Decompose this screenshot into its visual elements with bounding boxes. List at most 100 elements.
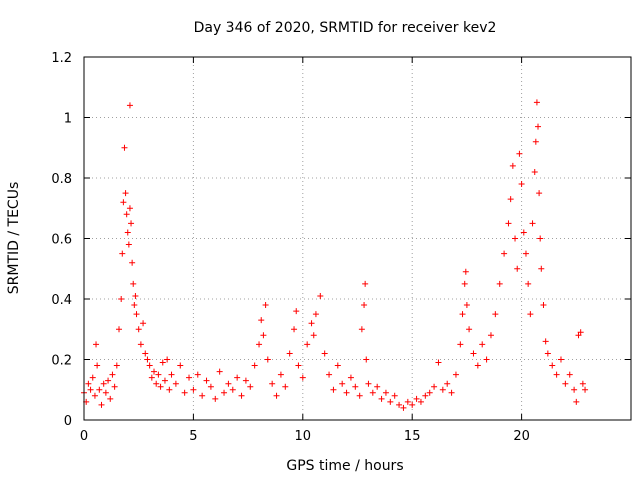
y-tick-label-5: 1	[64, 112, 72, 127]
data-point-88	[321, 350, 328, 357]
x-tick-label-4: 20	[513, 429, 530, 444]
data-point-160	[557, 356, 564, 363]
data-point-126	[463, 302, 470, 309]
data-point-122	[457, 341, 464, 348]
data-point-25	[125, 241, 132, 248]
data-point-98	[361, 302, 368, 309]
data-point-91	[334, 362, 341, 369]
data-point-138	[509, 162, 516, 169]
data-point-62	[225, 380, 232, 387]
data-point-84	[308, 320, 315, 327]
x-tick-label-0: 0	[80, 429, 88, 444]
data-point-11	[102, 389, 109, 396]
data-point-124	[461, 280, 468, 287]
data-point-8	[96, 386, 103, 393]
data-point-140	[514, 265, 521, 272]
data-point-13	[107, 395, 114, 402]
data-point-45	[159, 359, 166, 366]
data-point-86	[312, 311, 319, 318]
data-point-3	[87, 386, 94, 393]
data-point-100	[363, 356, 370, 363]
x-axis-label: GPS time / hours	[286, 458, 403, 474]
data-point-56	[199, 392, 206, 399]
data-point-159	[553, 371, 560, 378]
data-point-105	[382, 389, 389, 396]
data-point-39	[146, 362, 153, 369]
data-point-65	[238, 392, 245, 399]
data-point-18	[118, 296, 125, 302]
data-point-146	[527, 311, 534, 318]
data-point-108	[396, 401, 403, 408]
data-point-120	[448, 389, 455, 396]
data-point-41	[151, 368, 158, 375]
data-point-168	[582, 386, 589, 393]
data-point-132	[487, 332, 494, 339]
data-point-145	[525, 280, 532, 287]
data-point-167	[579, 380, 586, 387]
data-point-5	[91, 392, 98, 399]
data-point-31	[131, 302, 138, 309]
data-point-30	[130, 280, 137, 287]
data-point-130	[479, 341, 486, 348]
data-point-50	[172, 380, 179, 387]
data-point-66	[242, 377, 249, 384]
data-point-154	[538, 265, 545, 272]
data-point-118	[439, 386, 446, 393]
data-point-22	[122, 190, 129, 197]
data-point-83	[304, 341, 311, 348]
data-point-151	[535, 123, 542, 130]
data-point-64	[234, 374, 241, 381]
y-tick-label-6: 1.2	[51, 51, 72, 66]
data-point-163	[571, 386, 578, 393]
data-point-147	[529, 220, 536, 227]
y-tick-label-2: 0.4	[51, 293, 72, 308]
data-point-63	[229, 386, 236, 393]
data-point-55	[194, 371, 201, 378]
data-point-114	[422, 392, 429, 399]
data-point-17	[116, 326, 123, 333]
data-point-123	[459, 311, 466, 318]
data-point-92	[339, 380, 346, 387]
data-point-101	[365, 380, 372, 387]
data-point-158	[549, 362, 556, 369]
data-point-82	[299, 374, 306, 381]
data-point-68	[251, 362, 258, 369]
data-point-10	[100, 380, 107, 387]
data-point-24	[124, 229, 131, 236]
data-point-115	[426, 389, 433, 396]
data-point-135	[501, 250, 508, 257]
data-point-51	[177, 362, 184, 369]
data-point-77	[282, 383, 289, 390]
data-point-16	[113, 362, 120, 369]
data-point-166	[577, 329, 584, 336]
data-point-21	[121, 144, 128, 151]
data-point-67	[247, 383, 254, 390]
data-point-164	[573, 398, 580, 405]
data-point-127	[466, 326, 473, 333]
data-point-32	[132, 292, 139, 299]
data-point-113	[417, 398, 424, 405]
data-point-37	[142, 350, 149, 357]
data-point-97	[358, 326, 365, 333]
data-point-72	[262, 302, 269, 309]
data-point-76	[277, 371, 284, 378]
data-point-110	[404, 398, 411, 405]
x-tick-label-1: 5	[189, 429, 197, 444]
data-point-143	[520, 229, 527, 236]
data-point-137	[507, 196, 514, 203]
data-point-57	[203, 377, 210, 384]
data-point-14	[109, 371, 116, 378]
data-point-73	[264, 356, 271, 363]
x-axis: 0 5 10 15 20	[80, 57, 530, 444]
data-point-121	[452, 371, 459, 378]
data-point-29	[129, 259, 136, 266]
data-point-149	[532, 138, 539, 145]
data-point-95	[352, 383, 359, 390]
data-point-165	[575, 332, 582, 339]
data-point-133	[492, 311, 499, 318]
data-point-111	[409, 401, 416, 408]
data-point-47	[164, 356, 171, 363]
data-point-48	[166, 386, 173, 393]
data-point-35	[137, 341, 144, 348]
